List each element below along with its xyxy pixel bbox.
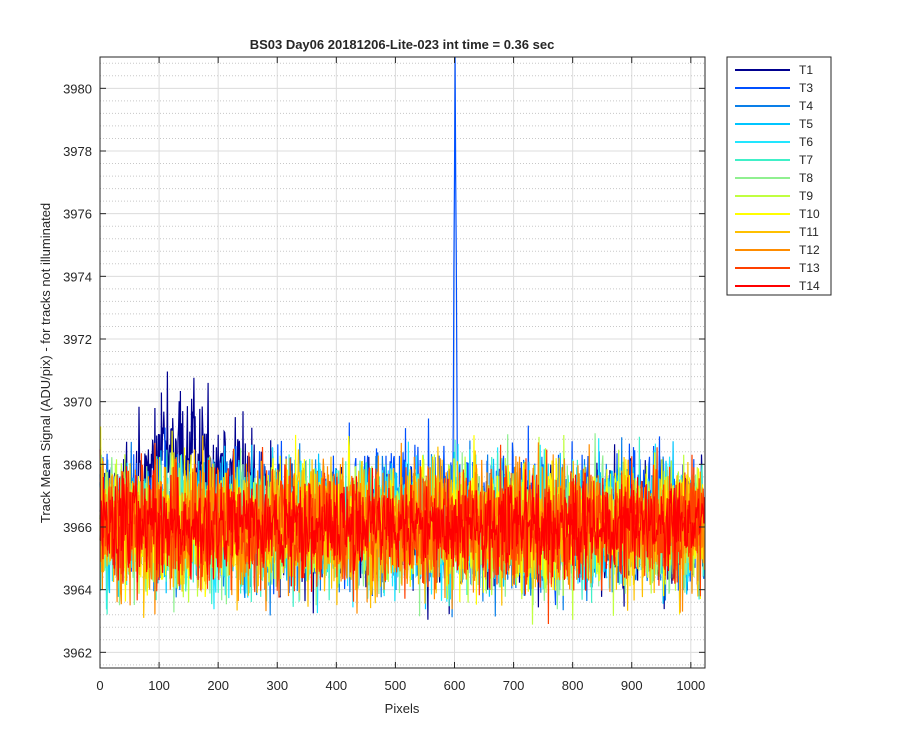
x-tick-label: 500 — [385, 678, 407, 693]
plot-box — [99, 56, 706, 669]
legend-label: T10 — [799, 207, 820, 221]
legend: T1 T3 T4 T5 T6 T7 T8 T9 T10 T11 T12 T13 T14 — [726, 56, 832, 296]
x-tick-label: 100 — [148, 678, 170, 693]
y-tick-label: 3968 — [63, 457, 92, 472]
legend-label: T12 — [799, 243, 820, 257]
legend-box — [726, 56, 832, 296]
x-tick-label: 1000 — [676, 678, 705, 693]
legend-label: T9 — [799, 189, 813, 203]
x-tick-label: 400 — [325, 678, 347, 693]
legend-label: T4 — [799, 99, 813, 113]
y-axis-label: Track Mean Signal (ADU/pix) - for tracks… — [38, 203, 53, 523]
series-lines — [99, 56, 705, 625]
y-tick-label: 3976 — [63, 207, 92, 222]
y-tick-label: 3970 — [63, 395, 92, 410]
x-tick-label: 800 — [562, 678, 584, 693]
y-tick-label: 3980 — [63, 81, 92, 96]
legend-label: T6 — [799, 135, 813, 149]
y-tick-label: 3972 — [63, 332, 92, 347]
y-tick-label: 3978 — [63, 144, 92, 159]
x-tick-label: 600 — [444, 678, 466, 693]
legend-label: T13 — [799, 261, 820, 275]
y-tick-label: 3964 — [63, 583, 92, 598]
x-axis-label: Pixels — [385, 701, 420, 716]
chart-title: BS03 Day06 20181206-Lite-023 int time = … — [250, 37, 555, 52]
legend-label: T8 — [799, 171, 813, 185]
legend-label: T11 — [799, 225, 819, 239]
legend-label: T7 — [799, 153, 813, 167]
x-tick-label: 300 — [266, 678, 288, 693]
x-tick-label: 0 — [96, 678, 103, 693]
x-tick-label: 900 — [621, 678, 643, 693]
legend-label: T14 — [799, 279, 820, 293]
y-tick-label: 3962 — [63, 645, 92, 660]
legend-label: T3 — [799, 81, 813, 95]
y-tick-label: 3974 — [63, 269, 92, 284]
x-tick-label: 700 — [503, 678, 525, 693]
legend-label: T5 — [799, 117, 813, 131]
grid-lines — [99, 57, 705, 668]
axis-ticks: 0 100 200 300 400 500 600 700 800 900 1000 3962 3964… — [63, 57, 705, 693]
legend-label: T1 — [799, 63, 813, 77]
series-line-t14 — [99, 449, 705, 592]
y-tick-label: 3966 — [63, 520, 92, 535]
x-tick-label: 200 — [207, 678, 229, 693]
